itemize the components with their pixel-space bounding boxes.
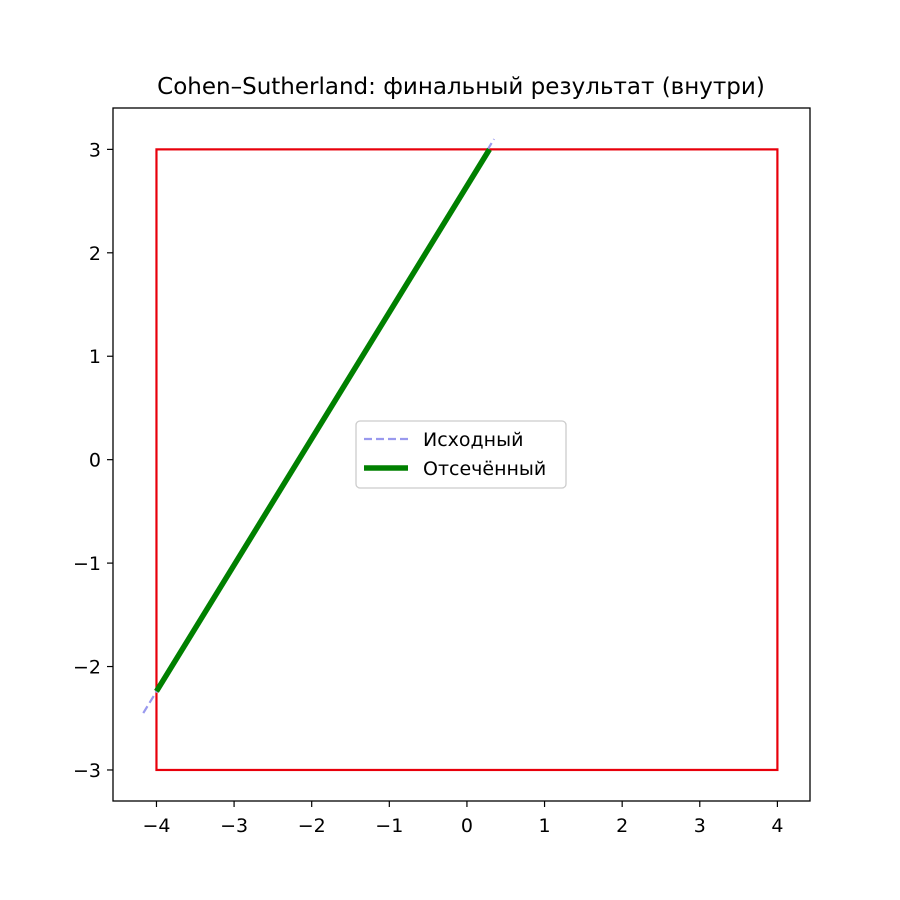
chart-title: Cohen–Sutherland: финальный результат (в… (157, 74, 765, 100)
series-clipped-line (154, 147, 492, 693)
x-tick-label: −1 (375, 815, 403, 837)
x-tick-label: 3 (694, 815, 706, 837)
y-tick-label: 2 (89, 243, 101, 265)
y-axis-ticks: −3 −2 −1 0 1 2 3 (73, 139, 113, 782)
clip-window-layer (155, 148, 779, 772)
x-tick-label: 1 (539, 815, 551, 837)
legend-label-original: Исходный (423, 429, 523, 451)
y-tick-label: 0 (89, 450, 101, 472)
y-tick-label: −1 (73, 553, 101, 575)
y-tick-label: 1 (89, 346, 101, 368)
legend-box (355, 420, 567, 489)
y-tick-label: 3 (89, 139, 101, 161)
x-tick-label: 0 (461, 815, 473, 837)
x-tick-label: −4 (142, 815, 170, 837)
legend-label-clipped: Отсечённый (423, 458, 546, 480)
y-tick-label: −3 (73, 760, 101, 782)
clip-window-rect (155, 148, 779, 772)
y-tick-label: −2 (73, 657, 101, 679)
x-tick-label: 4 (771, 815, 783, 837)
plot-frame (112, 107, 811, 802)
x-tick-label: −3 (220, 815, 248, 837)
legend: Исходный Отсечённый (355, 420, 567, 489)
x-tick-label: 2 (616, 815, 628, 837)
series-layer (142, 138, 496, 714)
x-tick-label: −2 (298, 815, 326, 837)
x-axis-ticks: −4 −3 −2 −1 0 1 2 3 4 (142, 801, 783, 837)
